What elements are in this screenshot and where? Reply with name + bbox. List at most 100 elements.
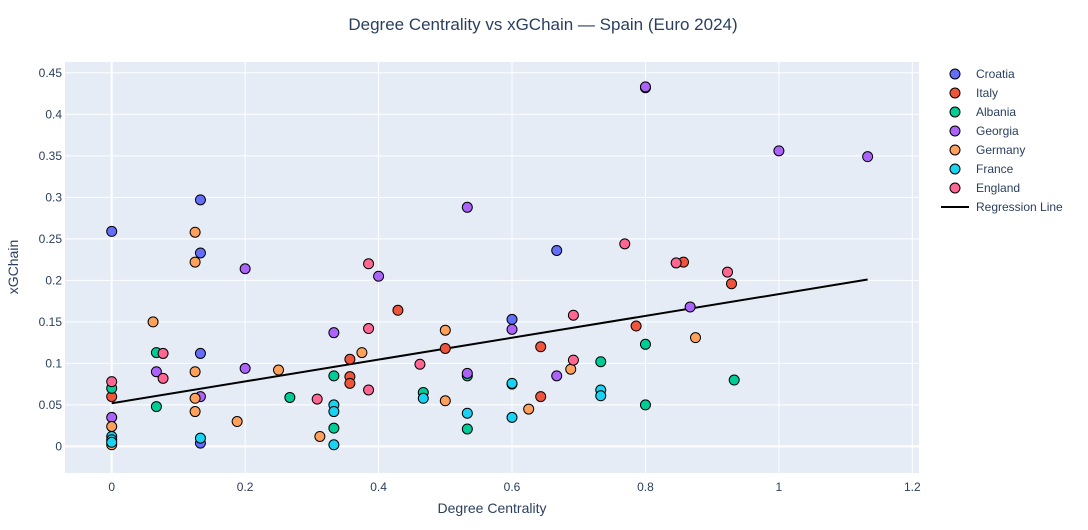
- data-points: [106, 81, 874, 451]
- data-point: [328, 406, 340, 418]
- data-point: [567, 354, 579, 366]
- data-point: [239, 263, 251, 275]
- legend-label: England: [976, 181, 1020, 195]
- data-point: [328, 439, 340, 451]
- x-tick-label: 0.8: [637, 480, 654, 494]
- data-point: [106, 436, 118, 448]
- series-england: [106, 238, 734, 405]
- data-point: [328, 422, 340, 434]
- data-point: [639, 338, 651, 350]
- series-germany: [106, 226, 701, 451]
- data-point: [194, 247, 206, 259]
- data-point: [189, 366, 201, 378]
- legend-item-croatia: Croatia: [949, 67, 1015, 81]
- data-point: [273, 364, 284, 376]
- data-point: [595, 390, 607, 402]
- data-point: [461, 367, 473, 379]
- y-axis-title: xGChain: [5, 240, 21, 294]
- data-point: [231, 416, 243, 428]
- data-point: [565, 363, 577, 375]
- data-point: [684, 301, 696, 313]
- y-tick-label: 0.15: [39, 315, 63, 329]
- legend-label: Georgia: [976, 124, 1019, 138]
- data-point: [523, 403, 535, 415]
- data-point: [150, 366, 162, 378]
- legend-marker: [949, 106, 961, 118]
- data-point: [150, 401, 162, 413]
- data-point: [147, 316, 159, 328]
- data-point: [189, 226, 201, 238]
- y-tick-label: 0.05: [39, 398, 63, 412]
- legend-marker: [949, 144, 961, 156]
- data-point: [344, 353, 356, 365]
- series-france: [106, 377, 607, 451]
- legend-label: Regression Line: [976, 200, 1063, 214]
- data-point: [551, 244, 563, 256]
- legend-item-georgia: Georgia: [949, 124, 1019, 138]
- legend-item-italy: Italy: [949, 86, 998, 100]
- data-point: [239, 362, 251, 374]
- data-point: [106, 421, 118, 433]
- data-point: [439, 395, 451, 407]
- data-point: [461, 201, 473, 213]
- data-point: [189, 392, 201, 404]
- data-point: [728, 374, 740, 386]
- data-point: [639, 399, 651, 411]
- legend-marker: [949, 163, 961, 175]
- data-point: [506, 411, 518, 423]
- legend-label: Albania: [976, 105, 1016, 119]
- legend-item-albania: Albania: [949, 105, 1016, 119]
- y-tick-label: 0.1: [45, 356, 62, 370]
- x-axis-title: Degree Centrality: [438, 500, 547, 516]
- data-point: [595, 356, 607, 368]
- data-point: [417, 392, 429, 404]
- legend-marker: [949, 182, 961, 194]
- data-point: [311, 393, 323, 405]
- data-point: [439, 342, 451, 354]
- legend-label: Croatia: [976, 67, 1015, 81]
- data-point: [773, 145, 785, 157]
- x-tick-label: 0.4: [370, 480, 387, 494]
- legend-item-germany: Germany: [949, 143, 1025, 157]
- data-point: [439, 324, 451, 336]
- y-tick-label: 0.4: [45, 107, 62, 121]
- y-tick-label: 0.2: [45, 273, 62, 287]
- legend-label: Germany: [976, 143, 1025, 157]
- data-point: [363, 384, 375, 396]
- x-axis-ticks: 0 0.2 0.4 0.6 0.8 1 1.2: [108, 480, 921, 494]
- data-point: [314, 430, 326, 442]
- data-point: [373, 270, 385, 282]
- y-tick-label: 0.3: [45, 190, 62, 204]
- data-point: [506, 377, 518, 389]
- data-point: [670, 257, 682, 269]
- data-point: [106, 411, 118, 423]
- data-point: [535, 391, 547, 403]
- y-tick-label: 0.25: [39, 232, 63, 246]
- grid-lines: [65, 62, 919, 473]
- x-tick-label: 0: [108, 480, 115, 494]
- legend-item-regression-line: Regression Line: [941, 200, 1063, 214]
- data-point: [567, 309, 579, 321]
- data-point: [363, 258, 375, 270]
- y-axis-ticks: 0 0.05 0.1 0.15 0.2 0.25 0.3 0.35 0.4 0.45: [39, 66, 63, 454]
- legend-label: Italy: [976, 86, 998, 100]
- data-point: [392, 304, 404, 316]
- y-tick-label: 0.45: [39, 66, 63, 80]
- x-tick-label: 0.2: [237, 480, 254, 494]
- data-point: [619, 238, 631, 250]
- data-point: [194, 194, 206, 206]
- data-point: [363, 323, 375, 335]
- data-point: [414, 358, 426, 370]
- data-point: [194, 347, 206, 359]
- data-point: [639, 81, 651, 93]
- legend-label: France: [976, 162, 1014, 176]
- legend-marker: [949, 125, 961, 137]
- data-point: [106, 225, 118, 237]
- data-point: [551, 370, 563, 382]
- data-point: [106, 376, 118, 388]
- regression-line: [111, 278, 868, 405]
- data-point: [157, 372, 169, 384]
- data-point: [157, 347, 169, 359]
